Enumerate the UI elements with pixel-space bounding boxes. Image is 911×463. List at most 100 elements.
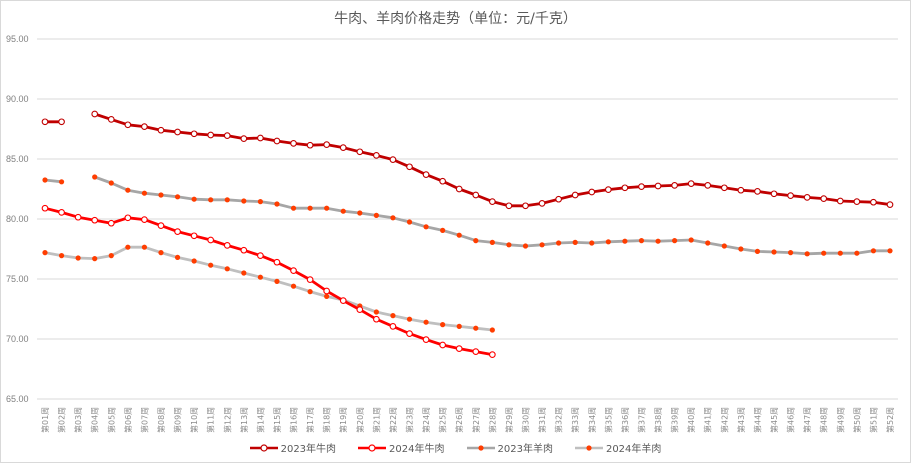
legend-item-2024-beef[interactable]: 2024年牛肉 [358, 440, 445, 455]
data-point[interactable] [505, 202, 513, 210]
data-point[interactable] [472, 348, 480, 355]
data-point[interactable] [323, 141, 331, 148]
data-point[interactable] [339, 297, 347, 304]
data-point[interactable] [440, 227, 446, 233]
data-point[interactable] [539, 242, 545, 248]
data-point[interactable] [323, 287, 331, 295]
data-point[interactable] [273, 137, 281, 145]
data-point[interactable] [406, 219, 413, 225]
data-point[interactable] [737, 186, 745, 194]
data-point[interactable] [208, 262, 214, 268]
data-point[interactable] [158, 192, 164, 198]
data-point[interactable] [754, 248, 761, 254]
legend-item-2023-mutton[interactable]: 2023年羊肉 [466, 440, 553, 455]
data-point[interactable] [688, 237, 694, 243]
data-point[interactable] [687, 180, 695, 187]
data-point[interactable] [107, 219, 115, 227]
data-point[interactable] [406, 163, 413, 171]
data-point[interactable] [174, 254, 181, 260]
data-point[interactable] [621, 184, 629, 192]
data-point[interactable] [141, 244, 148, 250]
data-point[interactable] [158, 250, 164, 256]
data-point[interactable] [91, 110, 99, 118]
data-point[interactable] [208, 197, 214, 203]
data-point[interactable] [473, 238, 479, 244]
data-point[interactable] [191, 258, 197, 264]
data-point[interactable] [754, 188, 761, 195]
data-point[interactable] [803, 194, 811, 201]
data-point[interactable] [836, 197, 844, 205]
data-point[interactable] [373, 315, 380, 323]
data-point[interactable] [357, 210, 363, 216]
data-point[interactable] [224, 266, 230, 272]
data-point[interactable] [870, 248, 877, 254]
data-point[interactable] [439, 341, 446, 349]
data-point[interactable] [324, 205, 330, 211]
data-point[interactable] [638, 238, 645, 244]
data-point[interactable] [58, 209, 65, 216]
data-point[interactable] [340, 208, 346, 214]
legend-item-2023-beef[interactable]: 2023年牛肉 [249, 440, 336, 455]
data-point[interactable] [738, 246, 744, 252]
data-point[interactable] [588, 188, 596, 196]
data-point[interactable] [306, 141, 314, 149]
data-point[interactable] [58, 179, 65, 185]
data-point[interactable] [125, 244, 131, 250]
data-point[interactable] [489, 351, 496, 358]
data-point[interactable] [605, 239, 611, 245]
data-point[interactable] [141, 190, 148, 196]
data-point[interactable] [174, 228, 181, 235]
data-point[interactable] [787, 192, 794, 199]
data-point[interactable] [290, 283, 297, 289]
data-point[interactable] [489, 198, 496, 205]
data-point[interactable] [423, 224, 429, 230]
data-point[interactable] [853, 198, 861, 205]
data-point[interactable] [837, 250, 843, 256]
data-point[interactable] [406, 330, 413, 337]
data-point[interactable] [290, 267, 297, 274]
data-point[interactable] [406, 316, 413, 322]
data-point[interactable] [356, 306, 364, 313]
data-point[interactable] [240, 246, 248, 254]
data-point[interactable] [705, 240, 711, 246]
data-point[interactable] [489, 327, 495, 333]
data-point[interactable] [373, 309, 379, 315]
data-point[interactable] [307, 289, 313, 295]
data-point[interactable] [224, 197, 230, 203]
data-point[interactable] [671, 182, 678, 189]
data-point[interactable] [456, 323, 462, 329]
data-point[interactable] [273, 258, 281, 266]
data-point[interactable] [820, 195, 828, 202]
data-point[interactable] [324, 293, 330, 299]
data-point[interactable] [257, 199, 263, 205]
data-point[interactable] [440, 322, 446, 328]
data-point[interactable] [556, 240, 562, 246]
data-point[interactable] [290, 205, 297, 211]
data-point[interactable] [439, 177, 446, 185]
data-point[interactable] [373, 212, 379, 218]
data-point[interactable] [240, 135, 248, 142]
data-point[interactable] [307, 205, 313, 211]
data-point[interactable] [108, 180, 114, 186]
data-point[interactable] [58, 253, 65, 259]
legend-item-2024-mutton[interactable]: 2024年羊肉 [574, 440, 661, 455]
data-point[interactable] [92, 256, 98, 262]
data-point[interactable] [886, 201, 894, 208]
data-point[interactable] [771, 249, 777, 255]
data-point[interactable] [356, 148, 364, 156]
data-point[interactable] [522, 202, 529, 210]
data-point[interactable] [42, 250, 48, 256]
data-point[interactable] [157, 222, 165, 229]
data-point[interactable] [75, 255, 81, 261]
data-point[interactable] [223, 132, 231, 139]
data-point[interactable] [141, 123, 148, 130]
data-point[interactable] [41, 118, 49, 126]
data-point[interactable] [207, 236, 215, 244]
data-point[interactable] [423, 319, 429, 325]
data-point[interactable] [572, 239, 578, 245]
data-point[interactable] [74, 213, 82, 221]
data-point[interactable] [92, 174, 98, 180]
data-point[interactable] [141, 216, 148, 223]
data-point[interactable] [538, 200, 546, 207]
data-point[interactable] [821, 250, 827, 256]
